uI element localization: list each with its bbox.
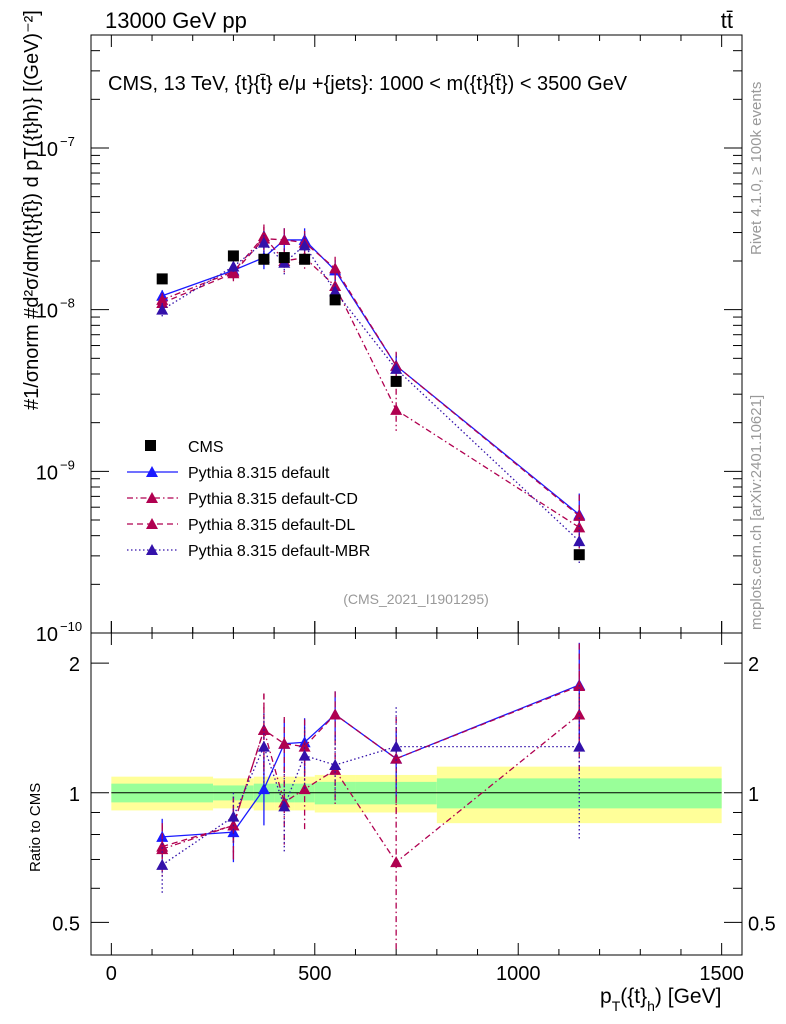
y-tick-label: 10	[36, 139, 58, 161]
ratio-y-axis-label: Ratio to CMS	[27, 783, 44, 872]
y-tick-label: 10	[36, 624, 58, 646]
rivet-version-label: Rivet 4.1.0, ≥ 100k events	[748, 82, 765, 255]
ratio-frame	[90, 632, 743, 956]
series-ratio-marker	[156, 840, 169, 852]
series-ratio-marker	[278, 800, 291, 812]
process-label: tt̄	[721, 8, 733, 33]
series-marker	[227, 260, 240, 272]
series-ratio-marker	[257, 740, 270, 752]
series-ratio-marker	[156, 858, 169, 870]
x-axis-label-sub2: h	[647, 998, 655, 1014]
x-tick-label: 1500	[699, 963, 744, 985]
ratio-tick-label-right: 0.5	[748, 913, 776, 935]
series-marker	[278, 233, 291, 245]
data-point	[156, 273, 168, 285]
y-tick-exponent: −8	[60, 296, 75, 311]
series-marker	[390, 362, 403, 374]
energy-label: 13000 GeV pp	[105, 8, 247, 33]
series-marker	[573, 509, 586, 521]
y-tick-exponent: −9	[60, 457, 75, 472]
ratio-tick-label: 0.5	[52, 913, 80, 935]
series-line	[161, 241, 580, 542]
series-2	[156, 227, 586, 874]
legend-label-mbr: Pythia 8.315 default-MBR	[188, 543, 370, 560]
series-1	[156, 224, 586, 951]
x-tick-label: 500	[298, 963, 331, 985]
series-marker	[298, 239, 311, 251]
series-ratio-marker	[329, 708, 342, 720]
legend-marker	[146, 492, 158, 503]
series-marker	[329, 285, 342, 297]
series-ratio-marker	[298, 749, 311, 761]
legend-label-default: Pythia 8.315 default	[188, 465, 330, 482]
series-ratio-marker	[298, 740, 311, 752]
series-ratio-marker	[573, 740, 586, 752]
y-tick-exponent: −7	[60, 134, 75, 149]
series-marker	[329, 262, 342, 274]
mcplots-label: mcplots.cern.ch [arXiv:2401.10621]	[748, 395, 765, 630]
x-axis-label-end: ) [GeV]	[655, 985, 722, 1008]
legend-marker	[146, 466, 158, 477]
series-marker	[227, 267, 240, 279]
series-ratio-marker	[329, 759, 342, 771]
series-ratio-marker	[257, 783, 270, 795]
series-ratio-marker	[227, 810, 240, 822]
series-line	[161, 237, 580, 517]
legend-marker	[146, 518, 158, 529]
y-tick-label: 10	[36, 301, 58, 323]
series-ratio-line	[162, 685, 580, 848]
legend-label-cd: Pythia 8.315 default-CD	[188, 491, 358, 508]
ratio-tick-label-right: 1	[748, 784, 759, 806]
x-tick-label: 0	[106, 963, 117, 985]
y-tick-label: 10	[36, 462, 58, 484]
series-marker	[257, 236, 270, 248]
data-point	[573, 549, 585, 561]
legend-entry-default: Pythia 8.315 default	[127, 465, 330, 482]
series-ratio-marker	[390, 856, 403, 868]
series-marker	[573, 535, 586, 547]
y-tick-exponent: −10	[60, 619, 82, 634]
legend-label-dl: Pythia 8.315 default-DL	[188, 517, 355, 534]
ratio-tick-label-right: 2	[748, 654, 759, 676]
series-line	[161, 235, 580, 528]
data-point	[329, 294, 341, 306]
series-marker	[156, 303, 169, 315]
x-axis-label-main: p	[600, 985, 612, 1008]
legend-entry-dl: Pythia 8.315 default-DL	[127, 517, 355, 534]
data-point	[278, 252, 290, 264]
x-axis-label: pT({t}h) [GeV]	[600, 985, 721, 1014]
x-axis-label-sub: T	[612, 998, 621, 1014]
series-marker	[156, 296, 169, 308]
ratio-tick-label: 2	[69, 654, 80, 676]
legend-marker-data	[145, 440, 156, 451]
series-ratio-line	[162, 684, 580, 838]
data-point	[299, 253, 311, 265]
x-axis-label-rest: ({t}	[620, 985, 647, 1008]
legend-entry-mbr: Pythia 8.315 default-MBR	[127, 543, 370, 560]
legend-entry-cd: Pythia 8.315 default-CD	[127, 491, 358, 508]
chart-title: CMS, 13 TeV, {t}{t̄} e/μ +{jets}: 1000 <…	[108, 73, 628, 95]
data-point	[227, 250, 239, 262]
series-ratio-marker	[390, 752, 403, 764]
legend: CMS Pythia 8.315 default Pythia 8.315 de…	[127, 439, 370, 560]
series-marker	[390, 403, 403, 415]
series-ratio-marker	[390, 740, 403, 752]
analysis-id: (CMS_2021_I1901295)	[343, 591, 489, 607]
series-ratio-marker	[278, 737, 291, 749]
legend-label-data: CMS	[188, 439, 224, 456]
y-axis-label: #1/σnorm #d²σ/dm({t}{t̄}) d pT({t}h)} [(…	[21, 10, 43, 410]
data-points	[156, 250, 585, 561]
legend-marker	[146, 544, 158, 555]
data-point	[390, 375, 402, 387]
series-ratio-line	[161, 744, 580, 866]
uncertainty-bands	[111, 766, 722, 824]
series-3	[156, 230, 586, 895]
ratio-tick-label: 1	[69, 784, 80, 806]
data-point	[258, 253, 270, 265]
x-tick-label: 1000	[496, 963, 541, 985]
series-group	[156, 224, 586, 951]
